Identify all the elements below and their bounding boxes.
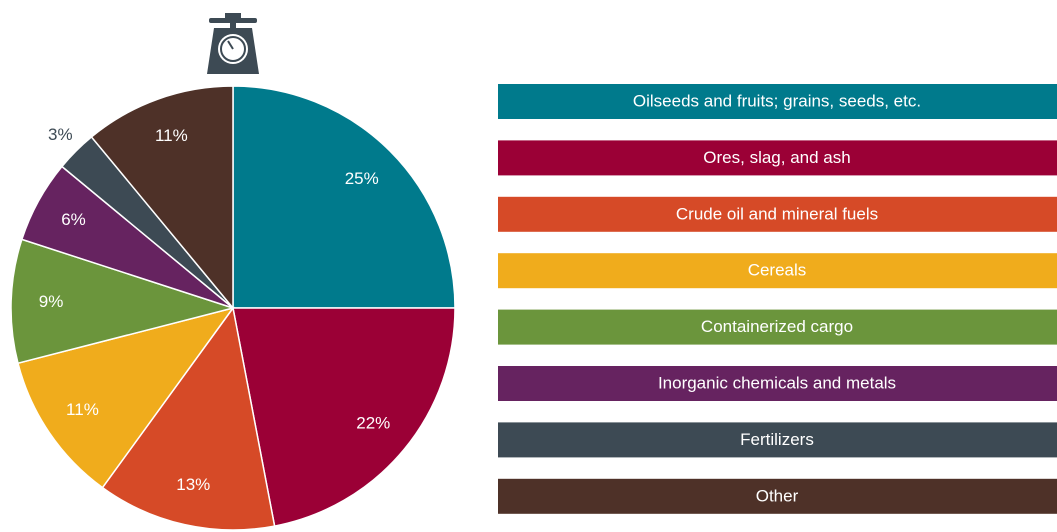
- slice-label: 22%: [356, 414, 390, 433]
- legend-label: Ores, slag, and ash: [703, 148, 850, 167]
- pie-slice: [232, 85, 456, 309]
- legend-swatch: [498, 253, 1057, 289]
- legend-label: Containerized cargo: [701, 317, 853, 336]
- pie-slice: [10, 238, 236, 365]
- legend-label: Crude oil and mineral fuels: [676, 204, 878, 223]
- pie-slice: [17, 306, 235, 489]
- slice-label: 11%: [155, 126, 188, 145]
- legend-swatch: [498, 422, 1057, 458]
- slice-label: 6%: [61, 210, 86, 229]
- slice-label: 9%: [39, 292, 64, 311]
- pie-slice: [90, 85, 234, 311]
- legend-swatch: [498, 140, 1057, 176]
- pie-slice: [101, 306, 276, 531]
- legend-swatch: [498, 478, 1057, 514]
- legend-label: Cereals: [748, 261, 807, 280]
- slice-label: 11%: [66, 400, 99, 419]
- legend-label: Fertilizers: [740, 430, 814, 449]
- scale-icon: [207, 13, 259, 74]
- slice-label: 13%: [176, 475, 210, 494]
- legend-swatch: [498, 366, 1057, 401]
- legend-swatch: [498, 309, 1057, 345]
- slice-label: 3%: [48, 125, 73, 144]
- legend-label: Oilseeds and fruits; grains, seeds, etc.: [633, 91, 921, 110]
- legend-swatch: [498, 196, 1057, 232]
- legend-label: Inorganic chemicals and metals: [658, 373, 896, 392]
- pie-slice: [232, 307, 456, 527]
- legend-label: Other: [756, 486, 799, 505]
- slice-label: 25%: [345, 169, 379, 188]
- legend-swatch: [498, 84, 1057, 119]
